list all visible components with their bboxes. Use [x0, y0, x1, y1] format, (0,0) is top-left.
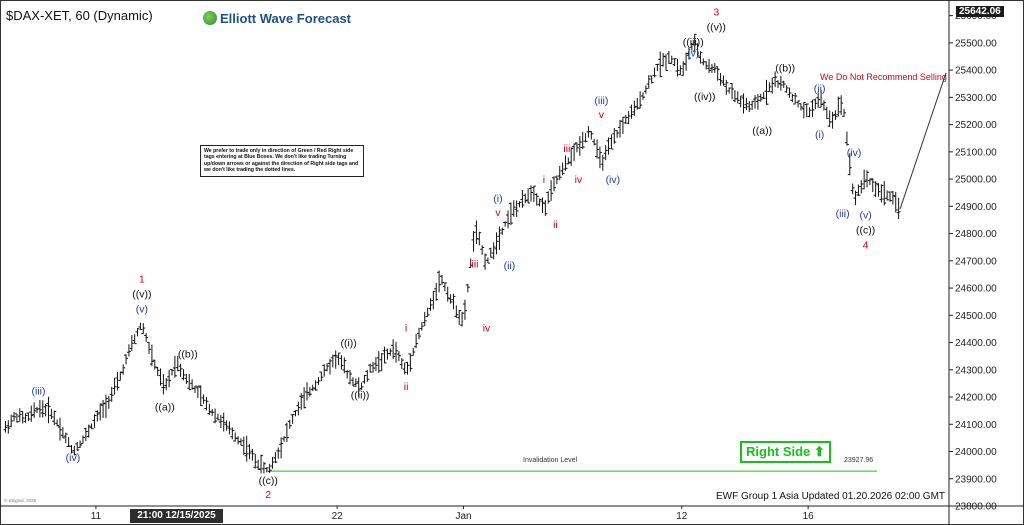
- invalidation-label: Invalidation Level: [523, 457, 578, 464]
- wave-label: iv: [575, 174, 583, 186]
- wave-label: i: [543, 174, 545, 186]
- wave-label: (i): [815, 129, 824, 141]
- wave-label: ((b)): [775, 62, 795, 74]
- y-tick-label: 25200.00: [955, 120, 997, 131]
- y-tick-label: 23900.00: [955, 474, 997, 485]
- wave-label: ((a)): [155, 402, 175, 414]
- wave-label: ((iv)): [694, 91, 716, 103]
- wave-label: 3: [713, 7, 719, 19]
- wave-label: (iv): [847, 147, 862, 159]
- trading-note: We prefer to trade only in direction of …: [200, 145, 364, 177]
- wave-label: ((c)): [856, 225, 875, 237]
- y-tick-label: 24900.00: [955, 202, 997, 213]
- ewf-logo-icon: [203, 11, 217, 25]
- wave-label: (iii): [594, 95, 608, 107]
- y-tick-label: 24000.00: [955, 447, 997, 458]
- chart-title: $DAX-XET, 60 (Dynamic): [6, 8, 153, 23]
- wave-label: ((i)): [340, 338, 356, 350]
- wave-label: iii: [563, 143, 570, 155]
- y-tick-label: 25300.00: [955, 93, 997, 104]
- y-tick-label: 24400.00: [955, 338, 997, 349]
- wave-labels: 1 ((v)) (v) (iii) (iv) ((a)) ((b)) ((c)) 2 ((i)) (…: [31, 7, 875, 501]
- y-tick-label: 24300.00: [955, 365, 997, 376]
- x-tick-label: 11: [91, 511, 102, 522]
- wave-label: (v): [859, 210, 871, 222]
- right-side-tag: Right Side ⬆: [740, 441, 831, 463]
- projection-line: [899, 72, 947, 210]
- y-tick-label: 24600.00: [955, 284, 997, 295]
- wave-label: iv: [483, 323, 491, 335]
- x-tick-label: 12: [676, 511, 688, 522]
- wave-label: i: [405, 323, 407, 335]
- brand-name: Elliott Wave Forecast: [203, 11, 351, 26]
- crosshair-date: 21:00 12/15/2025: [130, 509, 223, 523]
- wave-label: 2: [265, 489, 271, 501]
- wave-label: ((v)): [132, 289, 151, 301]
- up-arrow-icon: ⬆: [813, 444, 825, 459]
- y-tick-label: 25000.00: [955, 175, 997, 186]
- wave-label: (ii): [814, 83, 826, 95]
- wave-label: v: [495, 207, 501, 219]
- x-tick-label: Jan: [455, 511, 471, 522]
- wave-label: (iii): [836, 208, 850, 220]
- wave-label: ((a)): [752, 125, 772, 137]
- wave-label: (i): [493, 193, 502, 205]
- last-price-marker: 25642.06: [956, 6, 1004, 17]
- wave-label: (v): [687, 47, 699, 59]
- copyright: © eSignal, 2026: [4, 498, 37, 503]
- recommendation-text: We Do Not Recommend Selling: [820, 72, 947, 82]
- update-footer: EWF Group 1 Asia Updated 01.20.2026 02:0…: [716, 491, 946, 502]
- wave-label: 1: [139, 274, 145, 286]
- y-tick-label: 25400.00: [955, 66, 997, 77]
- wave-label: (iv): [66, 452, 81, 464]
- y-tick-label: 24100.00: [955, 420, 997, 431]
- x-tick-label: 22: [332, 511, 344, 522]
- price-bars: [3, 33, 947, 474]
- x-tick-label: 16: [803, 511, 815, 522]
- wave-label: ((iii)): [683, 37, 704, 49]
- wave-label: (iv): [606, 174, 621, 186]
- wave-label: 4: [863, 240, 869, 252]
- wave-label: (iii): [31, 385, 45, 397]
- brand-text: Elliott Wave Forecast: [220, 11, 351, 26]
- y-tick-label: 24800.00: [955, 229, 997, 240]
- wave-label: ((ii)): [351, 389, 370, 401]
- right-side-label: Right Side: [746, 444, 811, 459]
- y-tick-label: 24700.00: [955, 256, 997, 267]
- y-tick-label: 25500.00: [955, 38, 997, 49]
- y-tick-label: 24200.00: [955, 393, 997, 404]
- y-tick-label: 23800.00: [955, 502, 997, 513]
- y-tick-label: 24500.00: [955, 311, 997, 322]
- wave-label: v: [599, 109, 605, 121]
- invalidation-value: 23927.96: [844, 457, 874, 464]
- wave-label: (ii): [504, 260, 516, 272]
- wave-label: ((c)): [259, 475, 278, 487]
- y-tick-label: 25100.00: [955, 147, 997, 158]
- wave-label: (v): [136, 304, 148, 316]
- wave-label: ((b)): [178, 349, 198, 361]
- wave-label: ((v)): [707, 22, 726, 34]
- wave-label: ii: [404, 381, 409, 393]
- wave-label: iii: [472, 259, 479, 271]
- wave-label: ii: [553, 219, 558, 231]
